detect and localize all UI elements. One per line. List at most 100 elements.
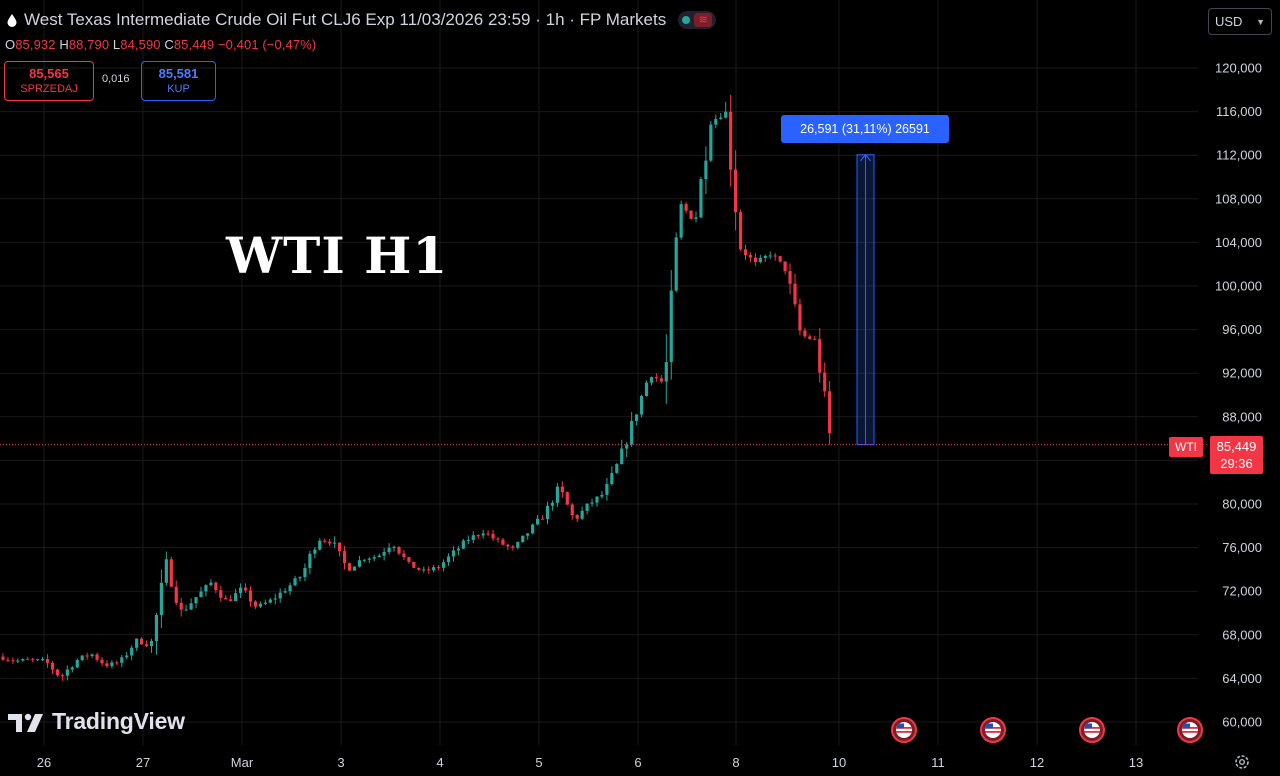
measure-label[interactable]: 26,591 (31,11%) 26591 <box>781 115 949 143</box>
candle <box>635 414 639 426</box>
us-flag-icon[interactable] <box>1177 717 1203 743</box>
candle <box>531 523 535 535</box>
candle-body <box>669 290 673 363</box>
symbol-header[interactable]: West Texas Intermediate Crude Oil Fut CL… <box>6 9 717 31</box>
candle <box>11 657 15 664</box>
candle-body <box>437 567 441 569</box>
price-axis[interactable]: 120,000 116,000 112,000 108,000 104,000 100,0… <box>1215 61 1262 730</box>
time-tick-label: 26 <box>37 755 51 770</box>
candle-body <box>674 237 678 291</box>
candle <box>684 201 688 214</box>
candle-body <box>679 204 683 238</box>
candle-body <box>491 533 495 539</box>
tradingview-watermark[interactable]: TradingView <box>8 708 185 735</box>
candle-body <box>6 659 10 661</box>
candle-body <box>481 533 485 536</box>
candle <box>333 536 337 549</box>
candle-body <box>224 597 228 600</box>
low-label: L <box>112 37 121 52</box>
candle-body <box>471 535 475 540</box>
candle-body <box>115 662 119 664</box>
sell-button[interactable]: 85,565 SPRZEDAJ <box>4 61 94 101</box>
candle <box>120 654 124 668</box>
symbol-title[interactable]: West Texas Intermediate Crude Oil Fut CL… <box>24 10 667 29</box>
candle <box>70 665 74 673</box>
candle <box>437 565 441 571</box>
time-tick-label: 27 <box>136 755 150 770</box>
buy-label: KUP <box>167 83 190 95</box>
market-status-icon[interactable]: ≋ <box>678 11 717 29</box>
candle <box>214 581 218 594</box>
candle-body <box>189 603 193 610</box>
candle-body <box>456 548 460 551</box>
candle-body <box>738 212 743 250</box>
us-flag-icon[interactable] <box>1079 717 1105 743</box>
candle <box>526 533 530 540</box>
candle-body <box>159 582 163 615</box>
economic-events[interactable] <box>891 717 1203 743</box>
candle-body <box>362 559 366 561</box>
buy-button[interactable]: 85,581 KUP <box>141 61 216 101</box>
candle-body <box>600 494 604 497</box>
candle-body <box>179 602 183 610</box>
candle <box>392 545 396 552</box>
us-flag-icon[interactable] <box>980 717 1006 743</box>
flag-canton <box>1183 723 1190 729</box>
candle <box>758 254 762 264</box>
candle-body <box>194 597 198 604</box>
candle-body <box>615 464 619 473</box>
candle-body <box>466 539 470 541</box>
candle-body <box>31 659 35 661</box>
gear-icon[interactable] <box>1232 752 1252 772</box>
candle-body <box>36 659 40 661</box>
change-value: −0,401 (−0,47%) <box>217 37 317 52</box>
time-tick-label: 5 <box>535 755 542 770</box>
time-axis[interactable]: 26 27 Mar 3 4 5 6 8 10 11 12 13 <box>37 755 1143 770</box>
candle-body <box>90 654 94 656</box>
candle <box>125 651 129 660</box>
candle-body <box>219 590 223 598</box>
candle-body <box>105 663 109 667</box>
candle <box>60 673 64 681</box>
sell-price: 85,565 <box>29 66 69 81</box>
candle-body <box>298 577 302 579</box>
measure-tool[interactable] <box>856 153 875 446</box>
candle <box>243 583 248 593</box>
price-tick-label: 108,000 <box>1215 191 1262 206</box>
candle-body <box>377 555 381 558</box>
candle-body <box>639 395 644 415</box>
candle <box>417 567 421 571</box>
candle-body <box>610 472 614 485</box>
candle <box>224 594 228 600</box>
candle <box>199 586 203 598</box>
candle-body <box>432 567 436 571</box>
candle-body <box>273 598 277 600</box>
candle-body <box>268 599 272 603</box>
candle <box>45 654 50 668</box>
candle <box>615 462 619 474</box>
close-label: C <box>164 37 174 52</box>
candle-body <box>110 662 114 667</box>
currency-select[interactable]: USD ▼ <box>1208 8 1272 35</box>
candle <box>110 660 114 669</box>
candle <box>427 566 431 574</box>
candle-body <box>367 558 371 560</box>
candle-body <box>229 599 233 601</box>
candle <box>625 442 629 458</box>
us-flag-icon[interactable] <box>891 717 917 743</box>
candle-body <box>803 330 807 337</box>
candle <box>768 251 772 259</box>
candle-body <box>446 556 451 563</box>
candle <box>174 580 178 606</box>
candle <box>709 121 713 163</box>
candle <box>219 585 223 602</box>
candle <box>724 102 728 119</box>
candle-body <box>80 655 84 661</box>
candle-body <box>357 560 361 567</box>
candle <box>461 538 465 550</box>
candle-body <box>694 217 698 219</box>
open-label: O <box>5 37 16 52</box>
candle-body <box>590 502 594 504</box>
sell-label: SPRZEDAJ <box>20 83 78 95</box>
